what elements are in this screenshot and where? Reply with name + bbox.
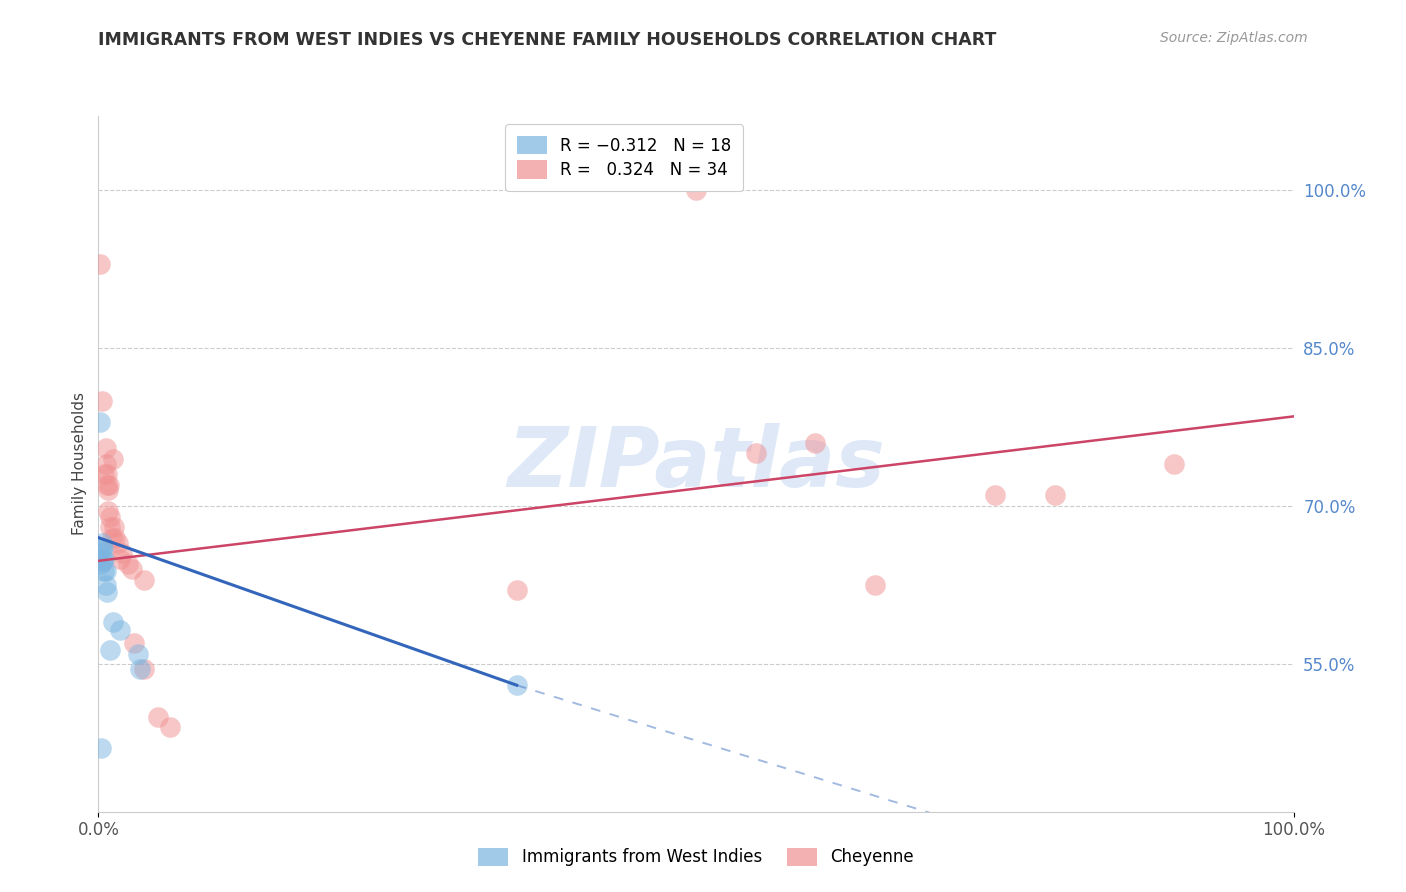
Point xyxy=(506,678,529,692)
Point xyxy=(94,565,117,579)
Point xyxy=(98,520,122,534)
Point xyxy=(111,546,134,560)
Point xyxy=(983,488,1005,502)
Point xyxy=(121,562,143,576)
Point xyxy=(104,531,127,545)
Point xyxy=(96,467,118,482)
Point xyxy=(97,483,120,498)
Point xyxy=(96,478,118,492)
Point xyxy=(117,557,139,571)
Point xyxy=(1043,488,1066,502)
Point xyxy=(98,509,122,524)
Point xyxy=(91,541,114,556)
Text: IMMIGRANTS FROM WEST INDIES VS CHEYENNE FAMILY HOUSEHOLDS CORRELATION CHART: IMMIGRANTS FROM WEST INDIES VS CHEYENNE … xyxy=(98,31,997,49)
Point xyxy=(127,647,149,661)
Point xyxy=(863,578,886,592)
Point xyxy=(132,662,155,676)
Point xyxy=(94,457,117,471)
Point xyxy=(98,478,121,492)
Point xyxy=(107,536,129,550)
Point xyxy=(101,451,124,466)
Legend: Immigrants from West Indies, Cheyenne: Immigrants from West Indies, Cheyenne xyxy=(471,841,921,873)
Point xyxy=(94,578,117,592)
Point xyxy=(90,741,112,756)
Point xyxy=(97,504,120,518)
Point xyxy=(685,183,707,197)
Point xyxy=(1163,457,1185,471)
Point xyxy=(91,554,114,568)
Point xyxy=(98,643,122,657)
Point xyxy=(89,415,111,429)
Point xyxy=(91,536,114,550)
Point xyxy=(90,546,112,560)
Point xyxy=(93,551,115,566)
Point xyxy=(124,636,146,650)
Point xyxy=(129,662,152,676)
Point xyxy=(103,520,125,534)
Point xyxy=(804,435,827,450)
Point xyxy=(108,624,131,638)
Point xyxy=(148,710,170,724)
Point xyxy=(100,531,122,545)
Point xyxy=(90,557,112,571)
Text: ZIPatlas: ZIPatlas xyxy=(508,424,884,504)
Point xyxy=(89,256,111,270)
Point xyxy=(91,393,114,408)
Point xyxy=(94,441,117,455)
Point xyxy=(159,720,181,734)
Point xyxy=(506,583,529,598)
Text: Source: ZipAtlas.com: Source: ZipAtlas.com xyxy=(1160,31,1308,45)
Point xyxy=(93,565,115,579)
Point xyxy=(101,615,124,629)
Point xyxy=(745,446,768,460)
Point xyxy=(108,551,131,566)
Point xyxy=(96,585,118,599)
Point xyxy=(132,573,155,587)
Point xyxy=(91,541,114,556)
Y-axis label: Family Households: Family Households xyxy=(72,392,87,535)
Point xyxy=(93,467,115,482)
